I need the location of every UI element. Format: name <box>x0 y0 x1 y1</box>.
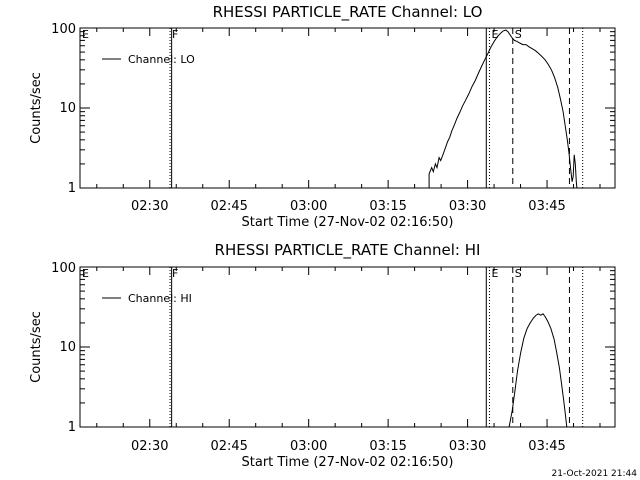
marker-label: F <box>172 267 178 280</box>
marker-label: F <box>172 28 178 41</box>
plot-frame <box>79 27 616 189</box>
x-tick-label: 03:15 <box>369 199 406 214</box>
series-line-0 <box>508 313 568 428</box>
y-tick-label: 100 <box>51 261 76 276</box>
y-axis-label: Counts/sec <box>29 311 44 383</box>
marker-label: E <box>82 267 89 280</box>
marker-label: E <box>491 267 498 280</box>
plot-frame <box>79 266 616 428</box>
x-tick-label: 03:30 <box>449 439 486 454</box>
chart-title: RHESSI PARTICLE_RATE Channel: LO <box>213 3 483 22</box>
x-tick-label: 02:45 <box>210 439 247 454</box>
marker-label: E <box>82 28 89 41</box>
chart-panel-hi: RHESSI PARTICLE_RATE Channel: HI Counts/s… <box>29 241 616 470</box>
x-tick-label: 03:45 <box>528 199 565 214</box>
x-tick-label: 02:30 <box>131 439 168 454</box>
y-tick-label: 100 <box>51 22 76 37</box>
marker-label: S <box>515 28 522 41</box>
y-tick-label: 1 <box>68 420 76 435</box>
series-line-0 <box>428 29 578 189</box>
marker-label: S <box>515 267 522 280</box>
y-axis-label: Counts/sec <box>29 72 44 144</box>
x-tick-label: 02:30 <box>131 199 168 214</box>
x-axis-label: Start Time (27-Nov-02 02:16:50) <box>242 455 454 470</box>
chart-title: RHESSI PARTICLE_RATE Channel: HI <box>215 241 481 260</box>
x-tick-label: 03:00 <box>290 439 327 454</box>
x-tick-label: 03:45 <box>528 439 565 454</box>
x-tick-label: 03:15 <box>369 439 406 454</box>
legend-label: Channel: HI <box>128 292 192 305</box>
footer-timestamp: 21-Oct-2021 21:44 <box>552 469 638 479</box>
marker-label: E <box>491 28 498 41</box>
x-tick-label: 03:00 <box>290 199 327 214</box>
x-tick-label: 03:30 <box>449 199 486 214</box>
chart-panel-lo: RHESSI PARTICLE_RATE Channel: LO Counts/s… <box>29 3 616 230</box>
x-axis-label: Start Time (27-Nov-02 02:16:50) <box>242 215 454 230</box>
y-tick-label: 10 <box>59 101 76 116</box>
x-tick-label: 02:45 <box>210 199 247 214</box>
legend-label: Channel: LO <box>128 53 195 66</box>
y-tick-label: 1 <box>68 181 76 196</box>
y-tick-label: 10 <box>59 340 76 355</box>
